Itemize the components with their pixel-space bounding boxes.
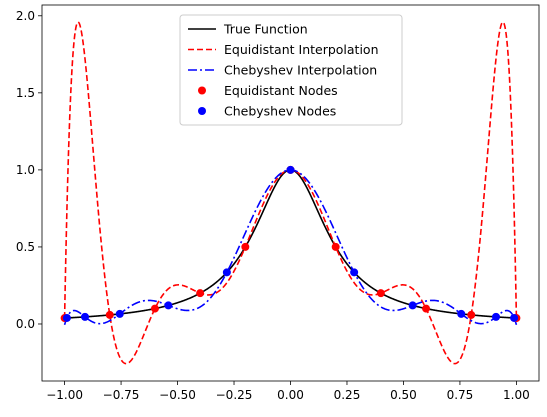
x-tick-label: 1.00 — [503, 388, 530, 402]
y-tick-label: 1.0 — [16, 163, 35, 177]
x-tick-label: −0.25 — [216, 388, 253, 402]
node-point-1-5 — [286, 165, 295, 174]
node-point-1-10 — [510, 313, 519, 322]
node-point-1-4 — [222, 268, 231, 277]
node-point-0-1 — [105, 310, 114, 319]
x-tick-label: −0.75 — [103, 388, 140, 402]
y-axis: 0.0 0.5 1.0 1.5 2.0 — [16, 9, 42, 331]
legend-label-0: True Function — [223, 22, 308, 37]
y-tick-label: 0.5 — [16, 240, 35, 254]
node-point-1-6 — [350, 268, 359, 277]
x-tick-label: 0.00 — [277, 388, 304, 402]
legend-label-3: Equidistant Nodes — [224, 83, 338, 98]
legend: True Function Equidistant Interpolation Ch… — [179, 14, 403, 126]
node-point-0-8 — [422, 304, 431, 313]
y-tick-label: 1.5 — [16, 86, 35, 100]
x-tick-label: 0.75 — [447, 388, 474, 402]
legend-label-2: Chebyshev Interpolation — [224, 63, 377, 78]
x-tick-label: 0.25 — [334, 388, 361, 402]
node-point-1-3 — [164, 301, 173, 310]
node-point-0-7 — [376, 289, 385, 298]
legend-label-1: Equidistant Interpolation — [224, 42, 379, 57]
x-axis: −1.00 −0.75 −0.50 −0.25 0.00 0.25 0.50 0.75 1.00 — [46, 381, 530, 402]
node-point-0-4 — [241, 242, 250, 251]
node-point-0-6 — [331, 242, 340, 251]
node-point-0-2 — [150, 304, 159, 313]
node-point-0-3 — [196, 289, 205, 298]
node-point-1-8 — [457, 309, 466, 318]
nodes-layer — [60, 165, 521, 323]
x-tick-label: −1.00 — [46, 388, 83, 402]
node-point-1-2 — [115, 309, 124, 318]
x-tick-label: −0.50 — [159, 388, 196, 402]
node-point-1-7 — [408, 301, 417, 310]
y-tick-label: 0.0 — [16, 317, 35, 331]
node-point-1-9 — [491, 312, 500, 321]
legend-box — [179, 14, 403, 126]
y-tick-label: 2.0 — [16, 9, 35, 23]
legend-label-4: Chebyshev Nodes — [224, 104, 336, 119]
node-point-0-9 — [467, 310, 476, 319]
legend-marker-3 — [198, 86, 206, 95]
node-point-1-0 — [62, 313, 71, 322]
x-tick-label: 0.50 — [390, 388, 417, 402]
legend-marker-4 — [198, 107, 206, 115]
node-point-1-1 — [81, 312, 90, 321]
